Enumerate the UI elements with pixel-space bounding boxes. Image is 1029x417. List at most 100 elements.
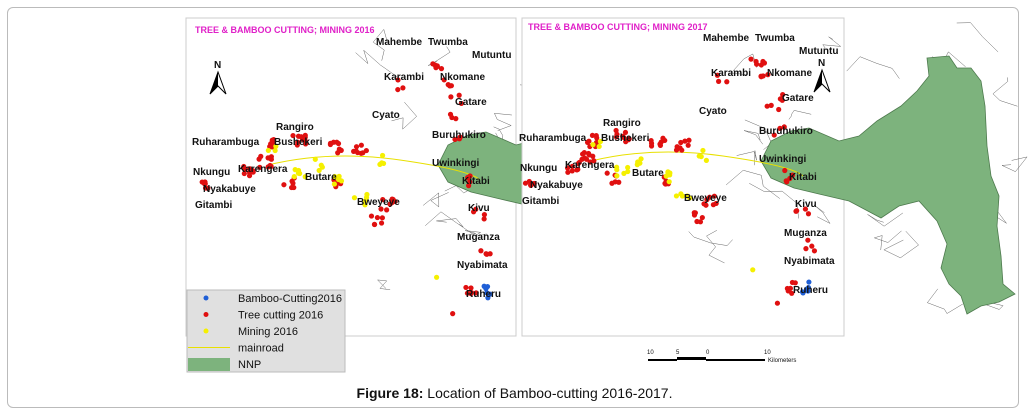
- tree-cutting-point: [692, 210, 698, 216]
- place-label: Ruharambuga: [192, 137, 260, 148]
- tree-cutting-point: [787, 285, 794, 291]
- place-label: Cyato: [372, 110, 400, 121]
- bamboo-cutting-point: [806, 279, 812, 285]
- mainroad: [267, 155, 481, 181]
- mining-point: [265, 147, 271, 154]
- tree-cutting-point: [528, 182, 534, 188]
- tree-cutting-point: [250, 168, 256, 174]
- tree-cutting-point: [768, 102, 774, 108]
- mining-point: [351, 195, 358, 201]
- place-label: Karengera: [238, 164, 288, 175]
- place-label: Ruheru: [793, 285, 828, 296]
- tree-cutting-point: [581, 149, 587, 156]
- tree-cutting-point: [781, 124, 787, 130]
- tree-cutting-point: [715, 78, 722, 84]
- scale-tick: 0: [706, 350, 710, 356]
- tree-cutting-point: [794, 208, 800, 214]
- tree-cutting-point: [281, 182, 287, 188]
- tree-cutting-point: [758, 62, 764, 68]
- tree-cutting-point: [450, 311, 456, 317]
- tree-cutting-point: [448, 94, 454, 100]
- place-label: Ruheru: [466, 289, 501, 300]
- place-label: Nyabimata: [784, 256, 835, 267]
- scale-unit: Kilometers: [768, 358, 796, 364]
- legend-symbol: [188, 358, 230, 371]
- tree-cutting-point: [379, 215, 385, 221]
- mining-point: [297, 170, 303, 177]
- scale-bar: 10 5 0 10 Kilometers: [647, 350, 796, 364]
- tree-cutting-point: [576, 159, 582, 166]
- tree-cutting-point: [438, 66, 445, 72]
- tree-cutting-point: [685, 142, 691, 148]
- place-label: Butare: [632, 168, 664, 179]
- mining-point: [625, 164, 631, 171]
- tree-cutting-point: [694, 218, 700, 225]
- mining-point: [698, 153, 704, 160]
- tree-cutting-point: [268, 163, 274, 170]
- tree-cutting-point: [199, 179, 205, 185]
- tree-cutting-point: [686, 137, 692, 143]
- tree-cutting-point: [400, 85, 406, 91]
- bamboo-cutting-point: [481, 283, 487, 289]
- bamboo-cutting-point: [805, 284, 812, 291]
- legend-symbol: [203, 328, 209, 334]
- tree-cutting-point: [593, 133, 599, 139]
- place-label: Nyakabuye: [530, 180, 583, 191]
- tree-cutting-point: [586, 138, 592, 144]
- caption-text: Location of Bamboo-cutting 2016-2017.: [423, 385, 673, 401]
- mining-point: [597, 138, 604, 145]
- legend: Bamboo-Cutting2016 Tree cutting 2016 Minin…: [186, 289, 346, 373]
- tree-cutting-point: [481, 212, 488, 218]
- tree-cutting-point: [614, 131, 620, 137]
- tree-cutting-point: [782, 167, 788, 174]
- place-label: Gatare: [782, 93, 814, 104]
- north-arrow-half: [210, 72, 218, 94]
- scale-tick: 10: [647, 350, 654, 356]
- tree-cutting-point: [780, 92, 786, 98]
- tree-cutting-point: [575, 166, 581, 173]
- mining-point: [703, 157, 709, 163]
- mining-point: [667, 172, 673, 178]
- tree-cutting-point: [258, 153, 264, 159]
- legend-symbol: [203, 312, 209, 317]
- tree-cutting-point: [803, 246, 809, 252]
- tree-cutting-point: [622, 129, 629, 136]
- tree-cutting-point: [302, 132, 308, 138]
- tree-cutting-point: [456, 92, 462, 98]
- mining-point: [364, 191, 370, 198]
- tree-cutting-point: [353, 148, 359, 154]
- mining-point: [318, 162, 324, 168]
- tree-cutting-point: [583, 156, 590, 162]
- tree-cutting-point: [468, 291, 474, 297]
- mining-point: [590, 142, 596, 148]
- tree-cutting-point: [565, 169, 571, 175]
- tree-cutting-point: [787, 175, 793, 182]
- mainroad: [590, 151, 804, 177]
- mining-point: [614, 167, 620, 173]
- bamboo-cutting-point: [484, 290, 490, 296]
- tree-cutting-point: [468, 285, 474, 291]
- mining-point: [316, 167, 322, 174]
- tree-cutting-point: [269, 137, 275, 143]
- tree-cutting-point: [792, 280, 798, 286]
- tree-cutting-point: [378, 220, 385, 226]
- tree-cutting-point: [626, 136, 632, 142]
- mining-point: [292, 167, 298, 173]
- tree-cutting-point: [589, 132, 596, 139]
- tree-cutting-point: [481, 216, 487, 222]
- tree-cutting-point: [353, 144, 360, 150]
- north-arrow-half: [814, 70, 822, 92]
- tree-cutting-point: [760, 73, 766, 79]
- tree-cutting-point: [765, 72, 771, 78]
- place-label: Uwinkingi: [432, 158, 479, 169]
- tree-cutting-point: [395, 77, 401, 83]
- tree-cutting-point: [648, 140, 655, 146]
- tree-cutting-point: [327, 140, 334, 147]
- tree-cutting-point: [777, 125, 783, 131]
- tree-cutting-point: [463, 284, 469, 291]
- tree-cutting-point: [441, 77, 447, 83]
- place-label: Uwinkingi: [759, 154, 806, 165]
- tree-cutting-point: [682, 138, 688, 144]
- tree-cutting-point: [811, 248, 818, 254]
